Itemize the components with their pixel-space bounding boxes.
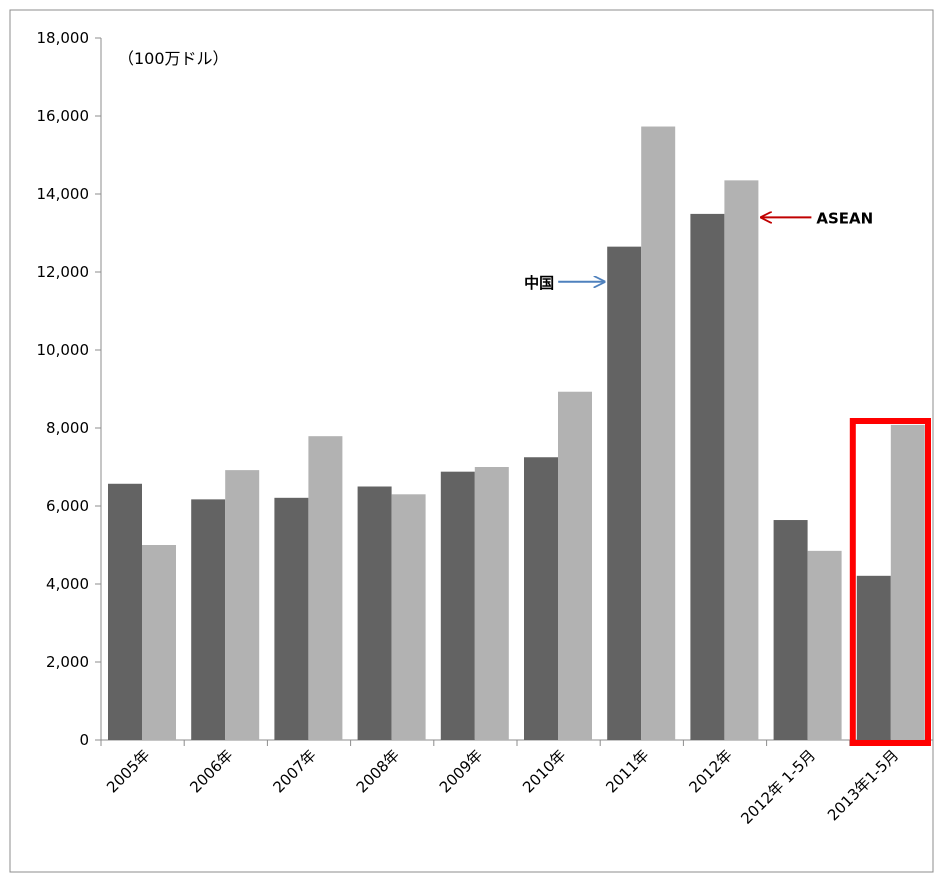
annotation-label: ASEAN [816, 209, 873, 227]
y-tick-label: 16,000 [37, 107, 90, 125]
annotation-label: 中国 [524, 274, 554, 292]
bar-china [607, 246, 642, 740]
bar-china [773, 520, 808, 740]
y-tick-label: 8,000 [46, 419, 89, 437]
y-tick-label: 0 [79, 731, 89, 749]
highlight [849, 418, 931, 746]
y-tick-label: 2,000 [46, 653, 89, 671]
y-tick-label: 14,000 [37, 185, 90, 203]
bar-china [440, 471, 475, 740]
y-tick-label: 12,000 [37, 263, 90, 281]
annotations: 中国 ASEAN [524, 209, 873, 291]
y-tick-label: 6,000 [46, 497, 89, 515]
bar-china [274, 497, 309, 740]
bars [108, 126, 925, 741]
bar-asean [142, 545, 176, 740]
bar-asean [807, 550, 842, 740]
chart-border [9, 9, 934, 873]
bar-china [191, 499, 226, 740]
bar-asean [724, 180, 759, 741]
bar-china [357, 486, 392, 740]
highlight-box [849, 418, 931, 746]
bar-asean [641, 126, 676, 740]
bar-china [524, 457, 558, 740]
y-tick-label: 10,000 [37, 341, 90, 359]
y-tick-label: 18,000 [37, 29, 90, 47]
bar-china [856, 575, 891, 740]
bar-asean [225, 470, 260, 740]
bar-china [690, 213, 725, 740]
y-tick-label: 4,000 [46, 575, 89, 593]
bar-asean [391, 494, 426, 740]
bar-china [108, 483, 142, 740]
bar-asean [890, 424, 925, 740]
unit-label: （100万ドル） [118, 49, 229, 68]
bar-asean [308, 436, 343, 740]
bar-asean [474, 467, 509, 740]
bar-asean [558, 391, 592, 740]
